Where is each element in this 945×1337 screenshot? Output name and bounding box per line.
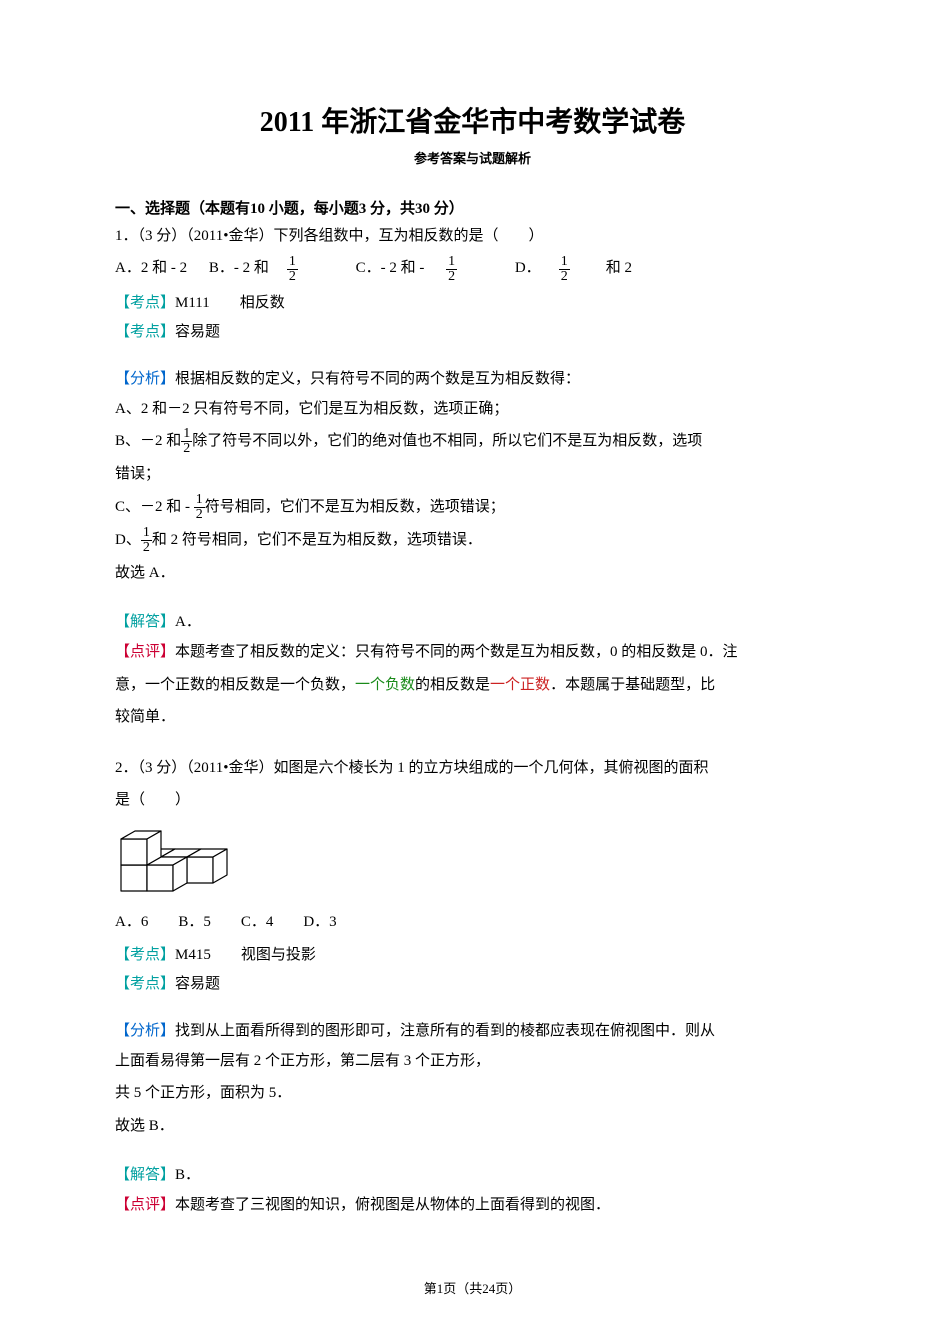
fenxi-tag: 【分析】 xyxy=(115,1023,175,1039)
section-header: 一、选择题（本题有10 小题，每小题3 分，共30 分） xyxy=(115,197,830,218)
cube-figure xyxy=(115,821,830,899)
q2-dianping: 【点评】本题考查了三视图的知识，俯视图是从物体的上面看得到的视图． xyxy=(115,1191,830,1220)
q2-stem-1: 2．（3 分）（2011•金华）如图是六个棱长为 1 的立方块组成的一个几何体，… xyxy=(115,754,830,783)
q1-conclusion: 故选 A． xyxy=(115,559,830,588)
page-title: 2011 年浙江省金华市中考数学试卷 xyxy=(115,100,830,140)
red-text: 一个正数 xyxy=(490,677,550,693)
dianping-tag: 【点评】 xyxy=(115,644,175,660)
nandu-tag: 【考点】 xyxy=(115,976,175,992)
q1-analysis-c: C、－2 和 - 12符号相同，它们不是互为相反数，选项错误； xyxy=(115,493,830,522)
q1-analysis-a: A、2 和－2 只有符号不同，它们是互为相反数，选项正确； xyxy=(115,395,830,424)
kaodian-tag: 【考点】 xyxy=(115,295,175,311)
q2-stem-2: 是（ ） xyxy=(115,786,830,815)
q1-analysis-b: B、－2 和12除了符号不同以外，它们的绝对值也不相同，所以它们不是互为相反数，… xyxy=(115,427,830,456)
cube-icon xyxy=(115,821,245,899)
nandu-tag: 【考点】 xyxy=(115,324,175,340)
fenxi-tag: 【分析】 xyxy=(115,371,175,387)
kaodian-tag: 【考点】 xyxy=(115,947,175,963)
q2-conclusion: 故选 B． xyxy=(115,1112,830,1141)
q1-kaodian-row: 【考点】M111 相反数 xyxy=(115,290,830,317)
page-subtitle: 参考答案与试题解析 xyxy=(115,148,830,167)
q2-kaodian-row: 【考点】M415 视图与投影 xyxy=(115,942,830,969)
q1-analysis-d: D、12和 2 符号相同，它们不是互为相反数，选项错误． xyxy=(115,526,830,555)
q2-nandu-row: 【考点】容易题 xyxy=(115,971,830,998)
q2-analysis-3: 共 5 个正方形，面积为 5． xyxy=(115,1079,830,1108)
jieda-tag: 【解答】 xyxy=(115,614,175,630)
q1-dianping-2: 意，一个正数的相反数是一个负数，一个负数的相反数是一个正数．本题属于基础题型，比 xyxy=(115,671,830,700)
q2-options: A．6 B．5 C．4 D．3 xyxy=(115,909,830,936)
q1-nandu-row: 【考点】容易题 xyxy=(115,319,830,346)
q1-option-c: C．- 2 和 - 12 xyxy=(356,255,494,284)
q1-option-b: B．- 2 和12 xyxy=(209,255,334,284)
q1-dianping-1: 【点评】本题考查了相反数的定义：只有符号不同的两个数是互为相反数，0 的相反数是… xyxy=(115,638,830,667)
q2-fenxi-row: 【分析】找到从上面看所得到的图形即可，注意所有的看到的棱都应表现在俯视图中．则从 xyxy=(115,1018,830,1045)
q1-analysis-b-tail: 错误； xyxy=(115,460,830,489)
q1-stem: 1．（3 分）（2011•金华）下列各组数中，互为相反数的是（ ） xyxy=(115,222,830,251)
q1-option-a: A．2 和 - 2 xyxy=(115,255,187,282)
q2-jieda-row: 【解答】B． xyxy=(115,1162,830,1189)
q1-jieda-row: 【解答】A． xyxy=(115,609,830,636)
dianping-tag: 【点评】 xyxy=(115,1197,175,1213)
green-text: 一个负数 xyxy=(355,677,415,693)
q1-option-d: D．12和 2 xyxy=(515,255,650,284)
page-footer: 第1页（共24页） xyxy=(0,1278,945,1297)
q2-analysis-2: 上面看易得第一层有 2 个正方形，第二层有 3 个正方形， xyxy=(115,1047,830,1076)
q1-options: A．2 和 - 2 B．- 2 和12 C．- 2 和 - 12 D．12和 2 xyxy=(115,255,830,284)
jieda-tag: 【解答】 xyxy=(115,1167,175,1183)
q1-fenxi-row: 【分析】根据相反数的定义，只有符号不同的两个数是互为相反数得： xyxy=(115,366,830,393)
q1-dianping-3: 较简单． xyxy=(115,703,830,732)
